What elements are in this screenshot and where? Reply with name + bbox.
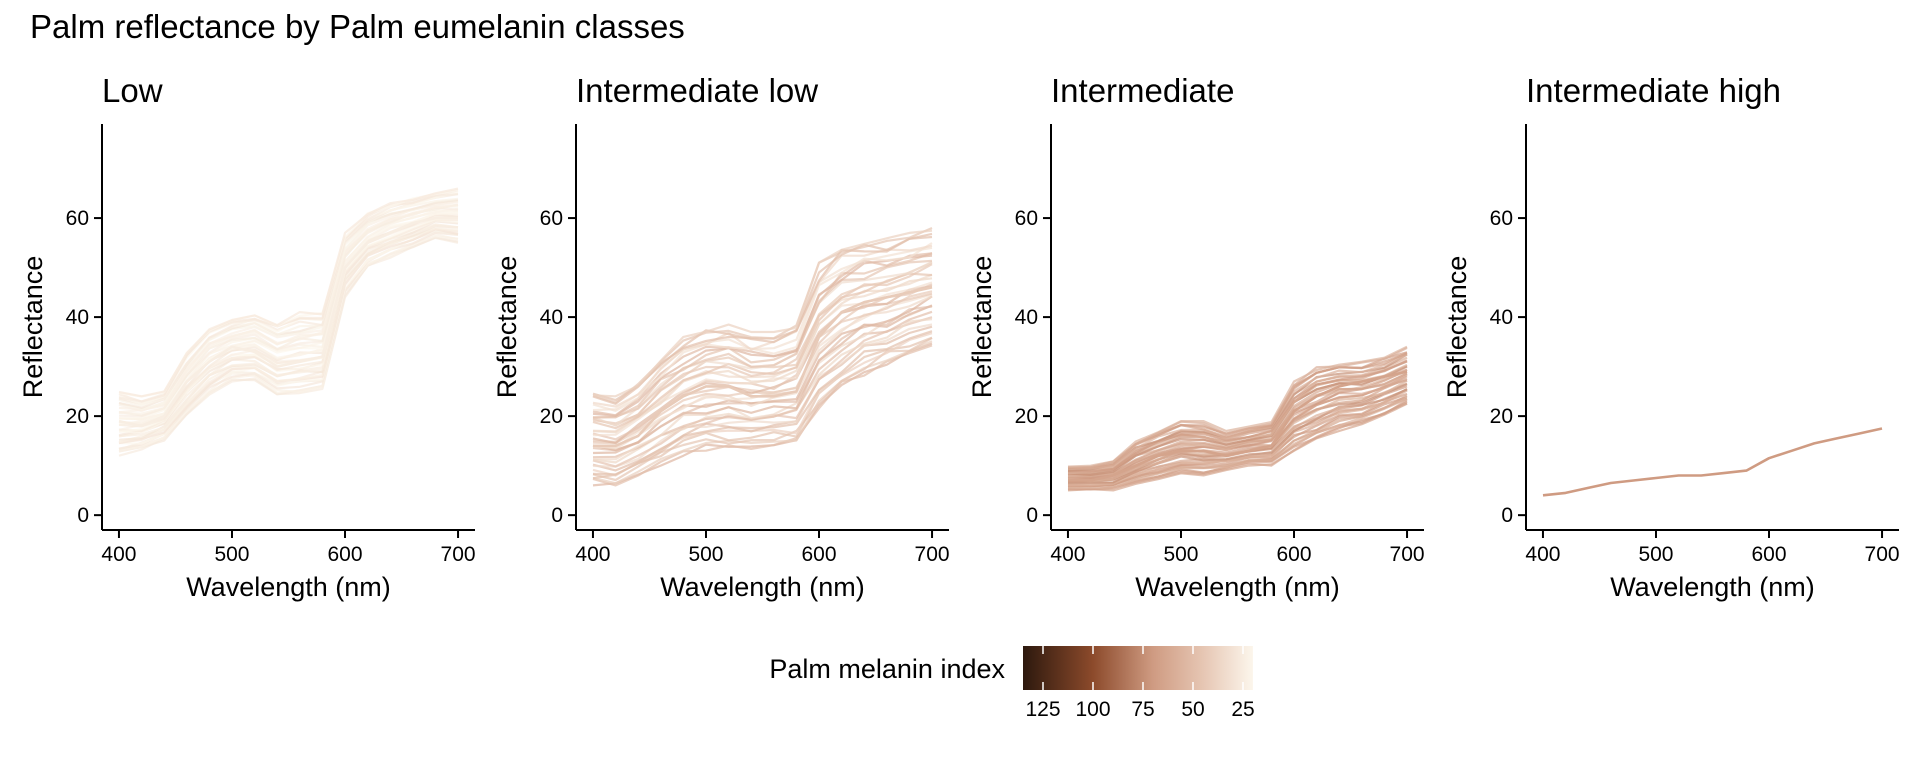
- x-tick-label: 500: [214, 543, 249, 566]
- reflectance-line: [592, 344, 933, 487]
- y-axis-title: Reflectance: [1442, 256, 1472, 399]
- reflectance-line: [592, 283, 933, 441]
- colorbar: [1023, 646, 1253, 690]
- x-tick-label: 600: [1276, 543, 1311, 566]
- y-tick-label: 40: [1015, 306, 1038, 329]
- reflectance-line: [592, 235, 933, 402]
- facet-intermediate-high: Intermediate high 0 20 40 60 400 500 600 700 Wave…: [1442, 72, 1900, 602]
- x-tick-label: 400: [575, 543, 610, 566]
- reflectance-line: [1067, 372, 1408, 479]
- reflectance-line: [592, 229, 933, 398]
- colorbar-tick-label: 100: [1075, 698, 1110, 721]
- series-group: [1067, 345, 1408, 492]
- reflectance-line: [118, 216, 458, 428]
- colorbar-tick-label: 25: [1231, 698, 1254, 721]
- y-tick-label: 40: [540, 306, 563, 329]
- x-axis-title: Wavelength (nm): [660, 572, 865, 602]
- reflectance-line: [593, 304, 933, 461]
- x-axis-title: Wavelength (nm): [186, 572, 391, 602]
- facet-title: Intermediate low: [576, 72, 818, 109]
- series-group: [592, 226, 933, 487]
- reflectance-line: [592, 336, 933, 480]
- reflectance-line: [118, 187, 459, 398]
- reflectance-line: [593, 286, 933, 448]
- y-tick-label: 60: [540, 207, 563, 230]
- y-tick-label: 20: [540, 405, 563, 428]
- reflectance-line: [592, 259, 933, 419]
- x-tick-label: 600: [327, 543, 362, 566]
- x-tick-label: 500: [1638, 543, 1673, 566]
- legend: Palm melanin index 125 100 75 50 25: [769, 646, 1255, 721]
- x-tick-label: 500: [688, 543, 723, 566]
- x-tick-label: 600: [801, 543, 836, 566]
- reflectance-line: [592, 277, 933, 434]
- facet-intermediate: Intermediate 0 20 40 60 400 500 600 700 Wavelengt…: [967, 72, 1425, 602]
- facet-low: Low 0 20 40 60 400 500 600 700 Wavelength (nm) Ref…: [18, 72, 476, 602]
- colorbar-tick-label: 50: [1181, 698, 1204, 721]
- y-axis-title: Reflectance: [967, 256, 997, 399]
- legend-title: Palm melanin index: [769, 654, 1005, 684]
- y-tick-label: 60: [1015, 207, 1038, 230]
- y-tick-label: 60: [1490, 207, 1513, 230]
- x-tick-label: 700: [1865, 543, 1900, 566]
- x-tick-label: 500: [1163, 543, 1198, 566]
- x-tick-label: 700: [915, 543, 950, 566]
- colorbar-tick-label: 125: [1025, 698, 1060, 721]
- reflectance-line: [118, 223, 459, 438]
- reflectance-line: [118, 233, 459, 451]
- x-tick-label: 700: [1390, 543, 1425, 566]
- facet-title: Intermediate high: [1526, 72, 1781, 109]
- y-tick-label: 40: [1490, 306, 1513, 329]
- reflectance-line: [118, 189, 459, 398]
- y-axis-title: Reflectance: [18, 256, 48, 399]
- colorbar-tick-label: 75: [1131, 698, 1154, 721]
- reflectance-line: [592, 242, 933, 412]
- y-tick-label: 20: [1490, 405, 1513, 428]
- reflectance-line: [592, 244, 933, 408]
- reflectance-line: [1067, 345, 1408, 468]
- y-tick-label: 20: [1015, 405, 1038, 428]
- facet-title: Low: [102, 72, 163, 109]
- reflectance-line: [1067, 402, 1408, 492]
- y-tick-label: 0: [1501, 504, 1513, 527]
- reflectance-line: [592, 340, 933, 485]
- reflectance-line: [118, 227, 459, 444]
- x-axis-title: Wavelength (nm): [1135, 572, 1340, 602]
- reflectance-line: [593, 252, 933, 419]
- series-group: [118, 187, 459, 457]
- reflectance-line: [1067, 387, 1408, 486]
- reflectance-line: [592, 325, 933, 472]
- y-tick-label: 0: [1026, 504, 1038, 527]
- y-axis-title: Reflectance: [492, 256, 522, 399]
- x-axis-title: Wavelength (nm): [1610, 572, 1815, 602]
- reflectance-line: [118, 189, 459, 403]
- reflectance-line: [1068, 370, 1408, 482]
- y-tick-label: 40: [66, 306, 89, 329]
- x-tick-label: 700: [441, 543, 476, 566]
- reflectance-line: [592, 285, 933, 445]
- facet-intermediate-low: Intermediate low 0 20 40 60 400 500 600 700 Wavel…: [492, 72, 950, 602]
- series-group: [1542, 427, 1883, 497]
- x-tick-label: 400: [101, 543, 136, 566]
- y-tick-label: 0: [77, 504, 89, 527]
- x-tick-label: 400: [1050, 543, 1085, 566]
- y-tick-label: 60: [66, 207, 89, 230]
- facet-title: Intermediate: [1051, 72, 1234, 109]
- x-tick-label: 400: [1525, 543, 1560, 566]
- x-tick-label: 600: [1751, 543, 1786, 566]
- chart-title: Palm reflectance by Palm eumelanin class…: [30, 8, 685, 45]
- y-tick-label: 20: [66, 405, 89, 428]
- y-tick-label: 0: [551, 504, 563, 527]
- reflectance-line: [1542, 427, 1883, 497]
